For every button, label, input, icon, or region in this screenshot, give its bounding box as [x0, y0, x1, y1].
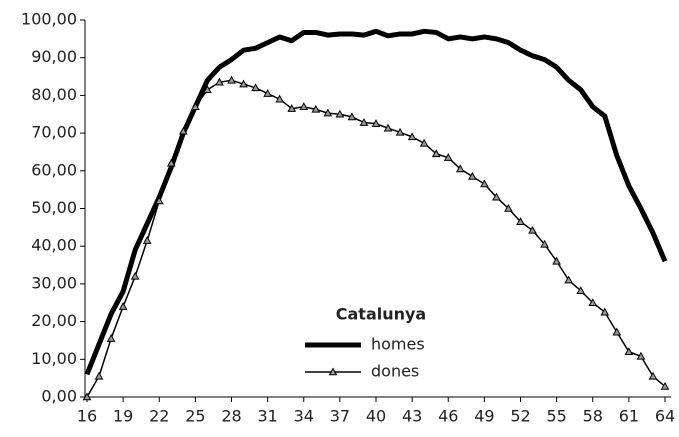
- marker: [660, 381, 670, 390]
- y-tick-label: 70,00: [31, 123, 77, 142]
- marker: [251, 83, 260, 92]
- marker: [564, 275, 574, 284]
- legend: Catalunya homes dones: [291, 299, 471, 389]
- marker: [455, 164, 465, 173]
- legend-marker: [328, 367, 338, 376]
- x-tick-label: 16: [77, 407, 97, 426]
- x-tick-label: 43: [402, 407, 422, 426]
- marker: [492, 192, 501, 201]
- marker: [383, 123, 393, 132]
- y-tick-label: 30,00: [31, 273, 77, 292]
- legend-label: dones: [371, 362, 419, 381]
- marker: [215, 77, 224, 86]
- marker: [419, 138, 429, 147]
- x-tick-label: 22: [149, 407, 169, 426]
- marker: [239, 79, 248, 88]
- marker: [407, 132, 417, 141]
- x-tick-label: 61: [619, 407, 639, 426]
- x-tick-label: 37: [330, 407, 350, 426]
- marker: [323, 108, 333, 117]
- marker: [588, 298, 598, 307]
- x-tick-label: 34: [294, 407, 314, 426]
- marker: [371, 119, 381, 127]
- marker: [203, 85, 212, 94]
- marker: [154, 196, 164, 205]
- x-tick-label: 52: [510, 407, 530, 426]
- marker: [648, 371, 658, 380]
- x-tick-label: 28: [221, 407, 241, 426]
- x-tick-label: 25: [185, 407, 205, 426]
- marker: [191, 102, 200, 111]
- marker: [287, 104, 297, 112]
- x-tick-label: 46: [438, 407, 458, 426]
- x-tick-label: 31: [257, 407, 277, 426]
- y-tick-label: 60,00: [31, 160, 77, 179]
- y-tick-label: 100,00: [21, 10, 77, 29]
- marker: [480, 179, 489, 188]
- marker: [395, 127, 405, 136]
- marker: [263, 88, 272, 97]
- marker: [467, 171, 477, 180]
- marker: [166, 158, 176, 167]
- marker: [227, 75, 236, 84]
- y-tick-label: 20,00: [31, 311, 77, 330]
- marker: [516, 217, 525, 225]
- marker: [540, 239, 549, 248]
- marker: [359, 118, 369, 126]
- marker: [431, 149, 441, 158]
- y-tick-label: 40,00: [31, 236, 77, 255]
- marker: [142, 236, 152, 244]
- marker: [552, 256, 561, 265]
- marker: [443, 153, 453, 161]
- y-tick-label: 50,00: [31, 198, 77, 217]
- x-tick-label: 64: [655, 407, 675, 426]
- marker: [636, 351, 646, 360]
- marker: [106, 334, 116, 342]
- marker: [504, 203, 513, 212]
- y-tick-label: 0,00: [41, 387, 77, 406]
- x-tick-label: 19: [113, 407, 133, 426]
- x-tick-label: 55: [546, 407, 566, 426]
- marker: [178, 126, 188, 135]
- x-tick-label: 40: [366, 407, 386, 426]
- marker: [600, 307, 610, 316]
- marker: [130, 271, 140, 280]
- marker: [118, 301, 128, 310]
- y-tick-label: 10,00: [31, 349, 77, 368]
- x-tick-label: 58: [583, 407, 603, 426]
- y-tick-label: 90,00: [31, 47, 77, 66]
- marker: [299, 102, 309, 111]
- marker: [94, 371, 104, 380]
- x-tick-label: 49: [474, 407, 494, 426]
- marker: [311, 104, 321, 113]
- marker: [624, 347, 634, 356]
- marker: [528, 225, 537, 234]
- legend-title: Catalunya: [336, 305, 426, 324]
- y-tick-label: 80,00: [31, 85, 77, 104]
- marker: [612, 327, 622, 336]
- marker: [335, 109, 345, 118]
- marker: [347, 112, 357, 121]
- marker: [275, 94, 285, 103]
- marker: [576, 286, 586, 294]
- legend-label: homes: [371, 335, 425, 354]
- marker: [82, 392, 92, 401]
